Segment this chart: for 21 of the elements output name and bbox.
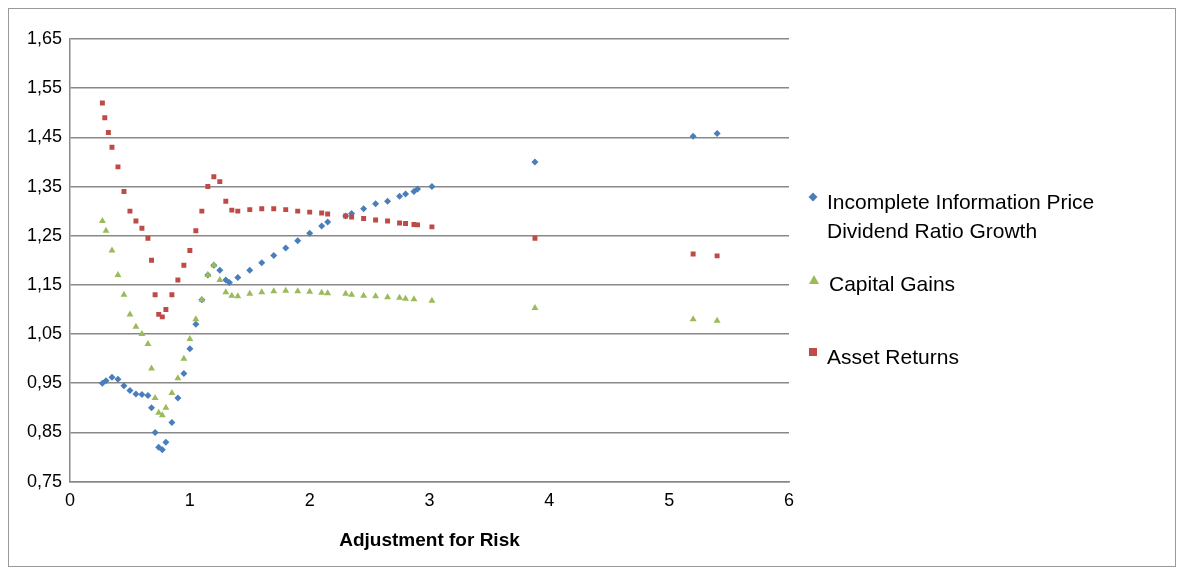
y-tick-label: 1,35 — [26, 175, 63, 196]
x-tick-label: 3 — [424, 490, 435, 511]
y-tick-label: 1,05 — [26, 323, 63, 344]
x-tick-label: 1 — [184, 490, 195, 511]
x-tick-label: 6 — [783, 490, 795, 511]
x-tick-label: 0 — [65, 490, 76, 511]
y-tick-label: 1,55 — [26, 77, 63, 98]
y-tick-label: 0,95 — [26, 372, 63, 393]
x-tick-label: 2 — [304, 490, 315, 511]
x-tick-label: 5 — [664, 490, 675, 511]
x-axis-title: Adjustment for Risk — [339, 528, 521, 550]
y-tick-label: 0,75 — [26, 470, 63, 491]
y-tick-label: 1,65 — [26, 27, 63, 48]
legend-label: Capital Gains — [829, 271, 956, 297]
y-tick-label: 0,85 — [26, 421, 63, 442]
legend-label: Incomplete Information Price Dividend Ratio Growth — [827, 189, 1096, 244]
y-tick-label: 1,45 — [26, 126, 63, 147]
y-tick-label: 1,25 — [26, 224, 63, 245]
x-tick-label: 4 — [544, 490, 555, 511]
legend-label: Asset Returns — [827, 344, 959, 370]
y-tick-label: 1,15 — [26, 273, 63, 294]
